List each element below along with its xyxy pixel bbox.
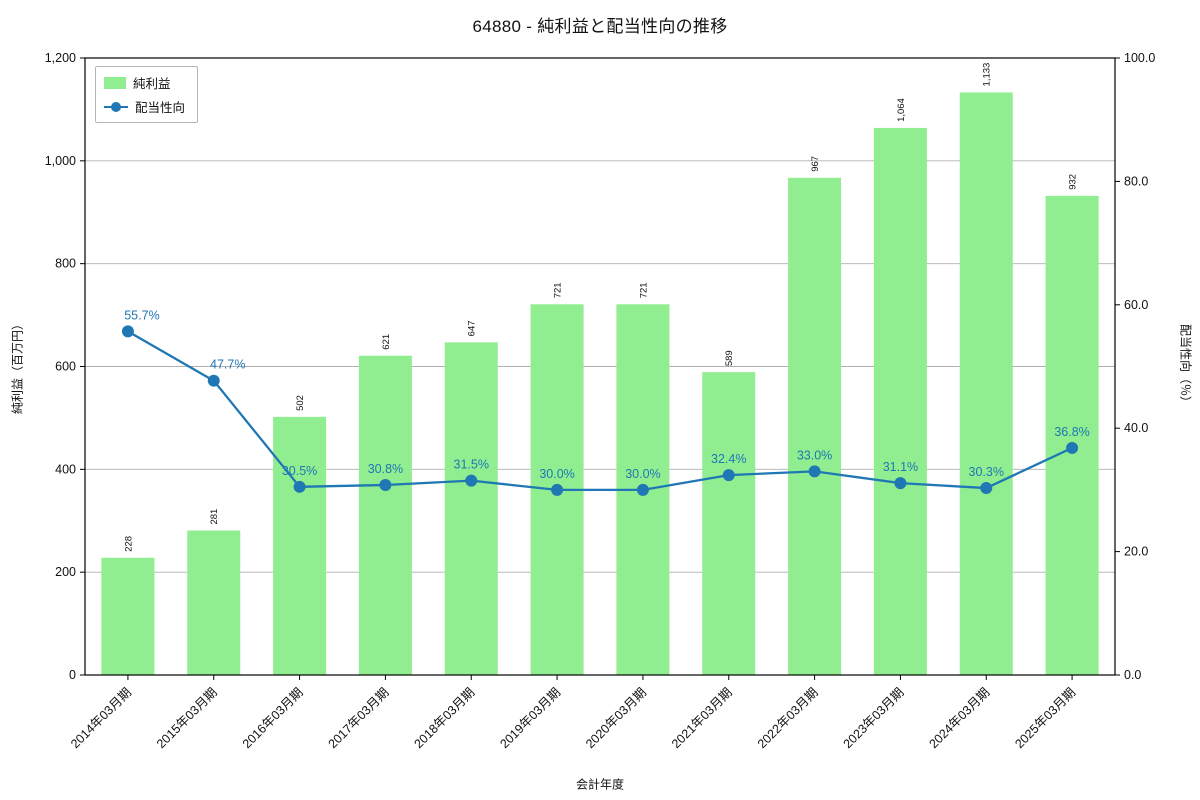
line-swatch-icon: [104, 101, 128, 113]
legend-label: 配当性向: [135, 101, 186, 115]
legend-item-payout-ratio[interactable]: 配当性向: [104, 97, 185, 116]
plot-border: [84, 57, 1116, 676]
x-tick-label: 2016年03月期: [240, 685, 306, 751]
bar-value-label: 1,133: [982, 63, 993, 87]
bar: [187, 530, 241, 675]
bar-swatch-icon: [104, 76, 126, 89]
bar-value-label: 502: [295, 395, 306, 411]
x-tick-label: 2018年03月期: [411, 685, 477, 751]
percent-label: 31.5%: [454, 458, 489, 472]
right-tick-label: 60.0: [1124, 298, 1148, 312]
x-tick-label: 2025年03月期: [1012, 685, 1078, 751]
bar-value-label: 721: [553, 282, 564, 298]
line-marker: [636, 483, 649, 496]
right-tick-label: 40.0: [1124, 421, 1148, 435]
bar: [788, 177, 842, 675]
line-marker: [465, 474, 478, 487]
line-marker: [293, 480, 306, 493]
left-tick-label: 1,000: [45, 154, 76, 168]
legend-label: 純利益: [133, 77, 171, 91]
bar-value-label: 1,064: [896, 98, 907, 122]
percent-label: 31.1%: [883, 460, 918, 474]
chart-title: 64880 - 純利益と配当性向の推移: [472, 17, 728, 36]
x-tick-label: 2023年03月期: [841, 685, 907, 751]
right-tick-label: 80.0: [1124, 174, 1148, 188]
line-marker: [207, 374, 220, 387]
bar: [702, 372, 756, 675]
line-marker: [121, 325, 134, 338]
x-tick-label: 2021年03月期: [669, 685, 735, 751]
bar-value-label: 932: [1068, 174, 1079, 190]
line-marker: [894, 477, 907, 490]
percent-label: 30.0%: [539, 467, 574, 481]
x-tick-label: 2017年03月期: [326, 685, 392, 751]
x-tick-label: 2020年03月期: [583, 685, 649, 751]
bar: [959, 92, 1013, 676]
bar-value-label: 721: [638, 282, 649, 298]
x-tick-label: 2024年03月期: [926, 685, 992, 751]
bar-value-label: 589: [724, 350, 735, 366]
line-marker: [379, 478, 392, 491]
bar: [444, 342, 498, 675]
payout-ratio-line: [127, 330, 1073, 492]
bar: [873, 127, 927, 676]
percent-label: 30.0%: [625, 467, 660, 481]
legend[interactable]: 純利益 配当性向: [95, 66, 199, 123]
right-tick-label: 0.0: [1124, 668, 1141, 682]
left-tick-label: 0: [69, 668, 76, 682]
left-tick-label: 400: [55, 462, 76, 476]
left-tick-label: 1,200: [45, 51, 76, 65]
bar: [1045, 195, 1099, 675]
left-tick-label: 600: [55, 360, 76, 374]
line-marker: [1066, 441, 1079, 454]
bar-value-label: 228: [123, 536, 134, 552]
percent-label: 30.5%: [282, 464, 317, 478]
percent-label: 33.0%: [797, 448, 832, 462]
line-marker: [808, 465, 821, 478]
bar: [358, 355, 412, 675]
x-tick-label: 2019年03月期: [497, 685, 563, 751]
bar-value-label: 647: [467, 320, 478, 336]
line-marker: [980, 482, 993, 495]
bar: [273, 416, 327, 675]
bar-value-label: 967: [810, 156, 821, 172]
left-tick-label: 800: [55, 257, 76, 271]
right-tick-label: 100.0: [1124, 51, 1155, 65]
bar-value-label: 621: [381, 334, 392, 350]
percent-label: 36.8%: [1054, 425, 1089, 439]
percent-label: 30.3%: [969, 465, 1004, 479]
bar: [101, 557, 155, 675]
x-tick-label: 2014年03月期: [68, 685, 134, 751]
x-axis-label: 会計年度: [575, 777, 625, 792]
bar-value-label: 281: [209, 509, 220, 525]
percent-label: 55.7%: [124, 308, 159, 322]
percent-label: 47.7%: [210, 358, 245, 372]
y-axis-label-left: 純利益（百万円）: [10, 317, 25, 415]
x-tick-label: 2022年03月期: [755, 685, 821, 751]
left-tick-label: 200: [55, 565, 76, 579]
line-marker: [722, 469, 735, 482]
percent-label: 30.8%: [368, 462, 403, 476]
right-tick-label: 20.0: [1124, 545, 1148, 559]
x-tick-label: 2015年03月期: [154, 685, 220, 751]
percent-label: 32.4%: [711, 452, 746, 466]
legend-item-net-profit[interactable]: 純利益: [104, 73, 185, 92]
y-axis-label-right: 配当性向（％）: [1178, 323, 1193, 409]
line-marker: [551, 483, 564, 496]
